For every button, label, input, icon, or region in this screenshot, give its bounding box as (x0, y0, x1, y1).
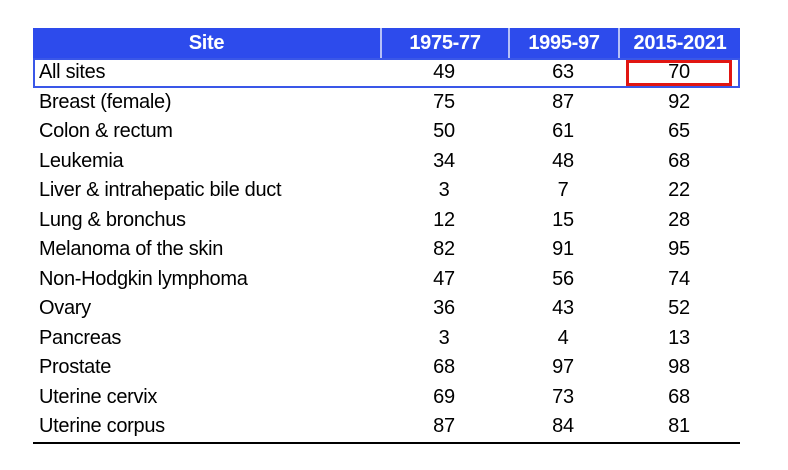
value-cell-2015-2021: 65 (668, 120, 690, 143)
value-cell-2015-2021: 98 (668, 356, 690, 379)
table-row: Pancreas 3 4 13 (33, 324, 740, 354)
site-cell: All sites (39, 61, 106, 84)
value-cell-1975-77: 82 (433, 238, 455, 261)
value-cell-2015-2021: 68 (668, 149, 690, 172)
table-row: Ovary 36 43 52 (33, 294, 740, 324)
value-cell-1975-77: 3 (438, 326, 450, 349)
table-row: Colon & rectum 50 61 65 (33, 117, 740, 147)
value-cell-2015-2021: 28 (668, 208, 690, 231)
value-cell-2015-2021: 70 (618, 59, 740, 86)
site-cell: Non-Hodgkin lymphoma (39, 267, 248, 290)
value-cell-1975-77: 75 (433, 90, 455, 113)
table-row: Leukemia 34 48 68 (33, 147, 740, 177)
value-cell-2015-2021: 74 (668, 267, 690, 290)
value-cell-1975-77: 68 (433, 356, 455, 379)
value-cell-1975-77: 3 (438, 179, 450, 202)
value-cell-1995-97: 61 (552, 120, 574, 143)
value-cell-1975-77: 49 (433, 61, 455, 84)
value-cell-1995-97: 15 (552, 208, 574, 231)
value-cell-1995-97: 7 (557, 179, 569, 202)
value-cell-1975-77: 69 (433, 385, 455, 408)
value-cell-1995-97: 87 (552, 90, 574, 113)
column-header-1975-77: 1975-77 (380, 28, 508, 58)
value-cell-2015-2021: 13 (668, 326, 690, 349)
value-cell-1995-97: 48 (552, 149, 574, 172)
table-row: Lung & bronchus 12 15 28 (33, 206, 740, 236)
table-row: Breast (female) 75 87 92 (33, 88, 740, 118)
value-cell-1995-97: 43 (552, 297, 574, 320)
table-row: Uterine corpus 87 84 81 (33, 412, 740, 442)
table-body: All sites 49 63 70 Breast (female) 75 87… (33, 58, 740, 442)
site-cell: Uterine corpus (39, 415, 165, 438)
value-cell-1975-77: 36 (433, 297, 455, 320)
value-cell-1975-77: 47 (433, 267, 455, 290)
site-cell: Melanoma of the skin (39, 238, 224, 261)
value-cell-1975-77: 12 (433, 208, 455, 231)
value-cell-2015-2021: 95 (668, 238, 690, 261)
highlighted-value-box: 70 (626, 59, 732, 86)
value-cell-2015-2021: 52 (668, 297, 690, 320)
table-row: Non-Hodgkin lymphoma 47 56 74 (33, 265, 740, 295)
site-cell: Lung & bronchus (39, 208, 186, 231)
value-cell-1995-97: 4 (557, 326, 569, 349)
value-cell-1975-77: 50 (433, 120, 455, 143)
value-cell-1995-97: 63 (552, 61, 574, 84)
site-cell: Ovary (39, 297, 91, 320)
table-row: Liver & intrahepatic bile duct 3 7 22 (33, 176, 740, 206)
value-cell-1995-97: 97 (552, 356, 574, 379)
site-cell: Leukemia (39, 149, 124, 172)
value-cell-2015-2021: 68 (668, 385, 690, 408)
column-header-site: Site (188, 31, 225, 54)
table-row-highlighted: All sites 49 63 70 (33, 58, 740, 88)
column-header-2015-2021: 2015-2021 (618, 28, 740, 58)
site-cell: Pancreas (39, 326, 122, 349)
value-cell-1975-77: 34 (433, 149, 455, 172)
site-cell: Colon & rectum (39, 120, 173, 143)
value-cell-2015-2021: 22 (668, 179, 690, 202)
table-row: Melanoma of the skin 82 91 95 (33, 235, 740, 265)
value-cell-1995-97: 84 (552, 415, 574, 438)
value-cell-2015-2021: 92 (668, 90, 690, 113)
value-cell-2015-2021: 81 (668, 415, 690, 438)
column-header-1995-97: 1995-97 (508, 28, 618, 58)
table-header-row: Site 1975-77 1995-97 2015-2021 (33, 28, 740, 58)
value-cell-1995-97: 91 (552, 238, 574, 261)
table-row: Prostate 68 97 98 (33, 353, 740, 383)
table-row: Uterine cervix 69 73 68 (33, 383, 740, 413)
site-cell: Breast (female) (39, 90, 172, 113)
site-cell: Liver & intrahepatic bile duct (39, 179, 282, 202)
value-cell-1995-97: 73 (552, 385, 574, 408)
value-cell-1975-77: 87 (433, 415, 455, 438)
site-cell: Uterine cervix (39, 385, 158, 408)
site-cell: Prostate (39, 356, 112, 379)
survival-rates-table: Site 1975-77 1995-97 2015-2021 All sites… (33, 28, 740, 444)
value-cell-1995-97: 56 (552, 267, 574, 290)
